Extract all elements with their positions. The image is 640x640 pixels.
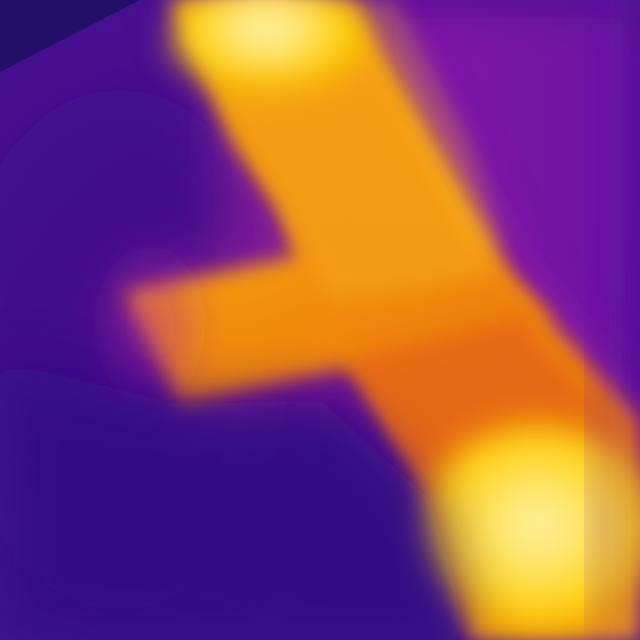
left-arm-glow <box>92 240 208 410</box>
top-hot-spot <box>169 0 365 103</box>
horizontal-hot-beam <box>125 245 548 405</box>
right-edge-gradient <box>600 0 640 640</box>
beam-highlight <box>355 0 505 250</box>
upper-beam-fill <box>225 60 505 300</box>
dark-corner-band <box>0 0 140 72</box>
lower-left-cool-field <box>0 360 470 640</box>
bottom-hot-spot <box>420 423 640 627</box>
